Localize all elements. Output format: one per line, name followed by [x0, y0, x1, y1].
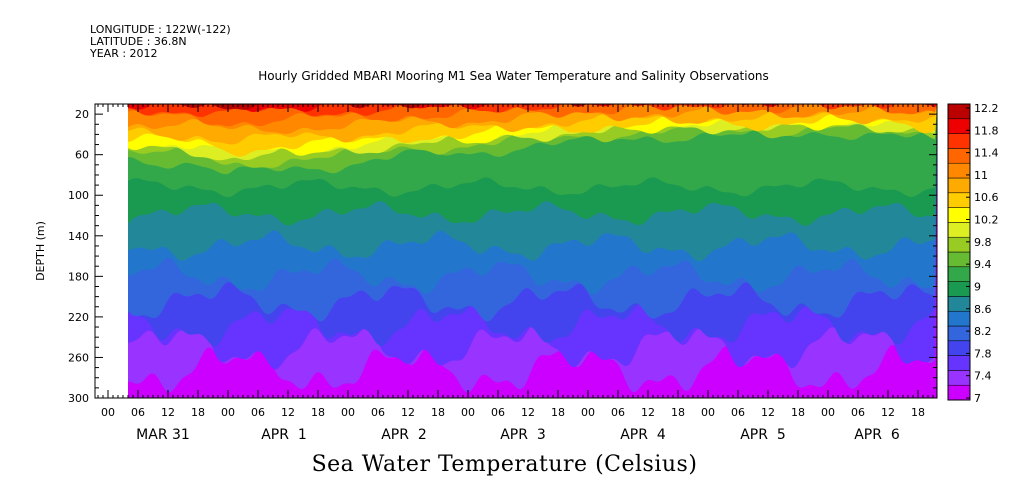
no-data-region — [95, 104, 128, 398]
x-hour-label: 06 — [251, 406, 265, 419]
color-bar-label: 8.6 — [974, 303, 992, 316]
x-date-label: APR 4 — [620, 427, 666, 443]
y-tick-label: 260 — [68, 351, 89, 364]
color-bar-label: 11.8 — [974, 124, 999, 137]
y-tick-label: 180 — [68, 270, 89, 283]
color-bar-label: 9.4 — [974, 258, 992, 271]
x-hour-label: 06 — [731, 406, 745, 419]
x-hour-label: 12 — [161, 406, 175, 419]
contour-field — [95, 104, 937, 398]
color-bar-swatch — [947, 118, 971, 134]
x-date-label: APR 5 — [740, 427, 786, 443]
color-bar-swatch — [947, 236, 971, 253]
y-tick-label: 60 — [75, 149, 89, 162]
color-bar-swatch — [947, 177, 971, 194]
color-bar-swatch — [947, 192, 971, 208]
x-hour-label: 12 — [281, 406, 295, 419]
time-axis: 00 06 12 18 00 06 12 18 00 06 12 18 00 06 12 18 00 06 12 18… — [97, 104, 934, 443]
y-axis-label: DEPTH (m) — [34, 221, 47, 281]
plot-frame — [94, 103, 938, 399]
x-hour-label: 12 — [761, 406, 775, 419]
x-hour-label: 06 — [611, 406, 625, 419]
color-bar-swatch — [947, 281, 971, 297]
color-bar-label: 7.8 — [974, 347, 992, 360]
y-tick-label: 20 — [75, 108, 89, 121]
x-hour-label: 12 — [521, 406, 535, 419]
color-bar-swatch — [947, 133, 971, 149]
y-tick-label: 220 — [68, 311, 89, 324]
variable-title: Sea Water Temperature (Celsius) — [311, 452, 698, 477]
contour-band-18 — [128, 104, 937, 112]
x-hour-label: 00 — [221, 406, 235, 419]
y-tick-label: 140 — [68, 230, 89, 243]
location-metadata: LONGITUDE : 122W(-122) LATITUDE : 36.8N … — [90, 24, 231, 60]
color-bar-label: 12.2 — [974, 102, 999, 115]
x-date-label: APR 2 — [381, 427, 427, 443]
color-bar-label: 9 — [974, 280, 981, 293]
x-hour-label: 18 — [791, 406, 805, 419]
color-bar-label: 9.8 — [974, 236, 992, 249]
x-date-label: MAR 31 — [136, 427, 190, 443]
color-bar-swatch — [947, 310, 971, 327]
x-hour-label: 00 — [101, 406, 115, 419]
x-hour-label: 18 — [311, 406, 325, 419]
y-tick-label: 300 — [68, 392, 89, 405]
x-hour-label: 12 — [641, 406, 655, 419]
x-hour-label: 18 — [911, 406, 925, 419]
x-hour-label: 00 — [341, 406, 355, 419]
color-bar-swatch — [947, 162, 971, 179]
latitude-label: LATITUDE : 36.8N — [90, 35, 187, 48]
x-date-label: APR 3 — [500, 427, 546, 443]
longitude-label: LONGITUDE : 122W(-122) — [90, 23, 231, 36]
x-date-label: APR 1 — [261, 427, 307, 443]
color-bar-swatch — [947, 103, 971, 120]
x-hour-label: 12 — [401, 406, 415, 419]
x-hour-label: 00 — [821, 406, 835, 419]
color-bar-swatch — [947, 148, 971, 164]
x-hour-label: 12 — [881, 406, 895, 419]
color-bar-swatch — [947, 325, 971, 342]
color-bar-swatch — [947, 370, 971, 386]
color-bar-legend: 7 7.4 7.8 8.2 8.6 9 9.4 9.8 10.2 10.6 11 11.4 11.8 12… — [947, 102, 999, 405]
x-hour-label: 00 — [701, 406, 715, 419]
color-bar-label: 10.2 — [974, 214, 999, 227]
depth-axis: 20 60 100 140 180 220 260 300 DEPTH (m) — [34, 103, 937, 405]
x-date-label: APR 6 — [854, 427, 900, 443]
color-bar-swatch — [947, 266, 971, 282]
year-label: YEAR : 2012 — [90, 47, 158, 60]
color-bar-label: 8.2 — [974, 325, 992, 338]
contour-band-17 — [128, 104, 937, 118]
x-hour-label: 18 — [671, 406, 685, 419]
x-hour-label: 06 — [131, 406, 145, 419]
x-hour-label: 06 — [371, 406, 385, 419]
color-bar-label: 7.4 — [974, 370, 992, 383]
chart-title: Hourly Gridded MBARI Mooring M1 Sea Wate… — [258, 69, 769, 83]
x-hour-label: 00 — [461, 406, 475, 419]
color-bar-swatch — [947, 222, 971, 238]
x-hour-label: 06 — [491, 406, 505, 419]
color-bar-label: 7 — [974, 392, 981, 405]
x-hour-label: 18 — [431, 406, 445, 419]
x-hour-label: 18 — [551, 406, 565, 419]
color-bar-label: 10.6 — [974, 191, 999, 204]
x-hour-label: 06 — [851, 406, 865, 419]
color-bar-label: 11 — [974, 169, 988, 182]
y-tick-label: 100 — [68, 189, 89, 202]
color-bar-label: 11.4 — [974, 147, 999, 160]
color-bar-swatch — [947, 355, 971, 371]
x-hour-label: 18 — [191, 406, 205, 419]
color-bar-swatch — [947, 207, 971, 223]
x-hour-label: 00 — [581, 406, 595, 419]
